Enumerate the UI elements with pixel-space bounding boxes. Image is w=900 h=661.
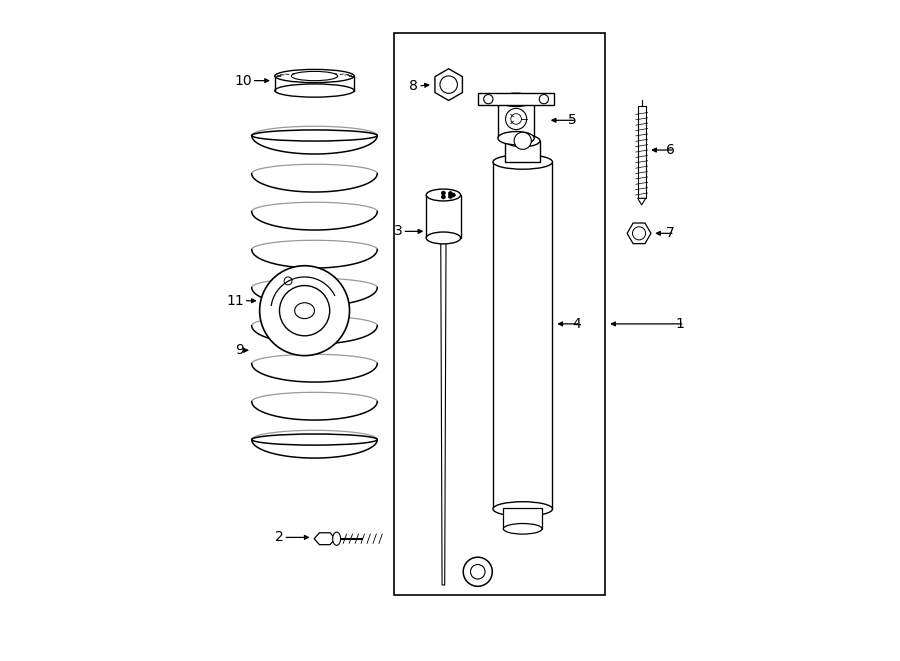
Text: 5: 5 xyxy=(568,113,577,128)
Bar xyxy=(427,195,461,238)
Polygon shape xyxy=(314,533,336,545)
Polygon shape xyxy=(441,238,446,585)
Text: 10: 10 xyxy=(234,73,252,88)
Ellipse shape xyxy=(427,189,461,201)
Ellipse shape xyxy=(333,532,340,545)
Ellipse shape xyxy=(493,502,553,516)
Polygon shape xyxy=(638,198,645,205)
Circle shape xyxy=(259,266,349,356)
Ellipse shape xyxy=(252,434,377,445)
Circle shape xyxy=(440,76,457,93)
Ellipse shape xyxy=(274,69,355,83)
Text: 6: 6 xyxy=(666,143,675,157)
Circle shape xyxy=(539,95,548,104)
Text: 3: 3 xyxy=(393,224,402,239)
Circle shape xyxy=(448,192,453,196)
Ellipse shape xyxy=(498,132,535,145)
Bar xyxy=(478,93,554,105)
Circle shape xyxy=(514,132,531,149)
Bar xyxy=(503,508,542,529)
Text: 7: 7 xyxy=(666,226,675,241)
Circle shape xyxy=(451,193,455,197)
Bar xyxy=(638,106,645,198)
Ellipse shape xyxy=(506,135,540,147)
Text: 8: 8 xyxy=(410,79,418,93)
Circle shape xyxy=(448,194,453,198)
Ellipse shape xyxy=(252,130,377,141)
Circle shape xyxy=(506,108,526,130)
Circle shape xyxy=(284,277,292,285)
Polygon shape xyxy=(627,223,651,244)
Bar xyxy=(506,141,540,162)
Bar xyxy=(394,33,606,595)
Ellipse shape xyxy=(294,303,314,319)
Ellipse shape xyxy=(498,93,535,106)
Ellipse shape xyxy=(503,524,542,534)
Text: 11: 11 xyxy=(226,293,244,308)
Circle shape xyxy=(280,286,329,336)
Bar xyxy=(498,100,535,138)
Circle shape xyxy=(464,557,492,586)
Ellipse shape xyxy=(274,84,355,97)
Ellipse shape xyxy=(493,155,553,169)
Circle shape xyxy=(633,227,645,240)
Circle shape xyxy=(483,95,493,104)
Circle shape xyxy=(471,564,485,579)
Circle shape xyxy=(511,114,521,124)
Text: 2: 2 xyxy=(274,530,284,545)
Ellipse shape xyxy=(427,232,461,244)
Circle shape xyxy=(441,195,446,199)
Text: 1: 1 xyxy=(676,317,685,331)
Text: 4: 4 xyxy=(572,317,580,331)
Text: 9: 9 xyxy=(235,343,244,358)
Polygon shape xyxy=(435,69,463,100)
Circle shape xyxy=(441,191,446,195)
Bar xyxy=(493,162,553,509)
Ellipse shape xyxy=(292,71,338,81)
